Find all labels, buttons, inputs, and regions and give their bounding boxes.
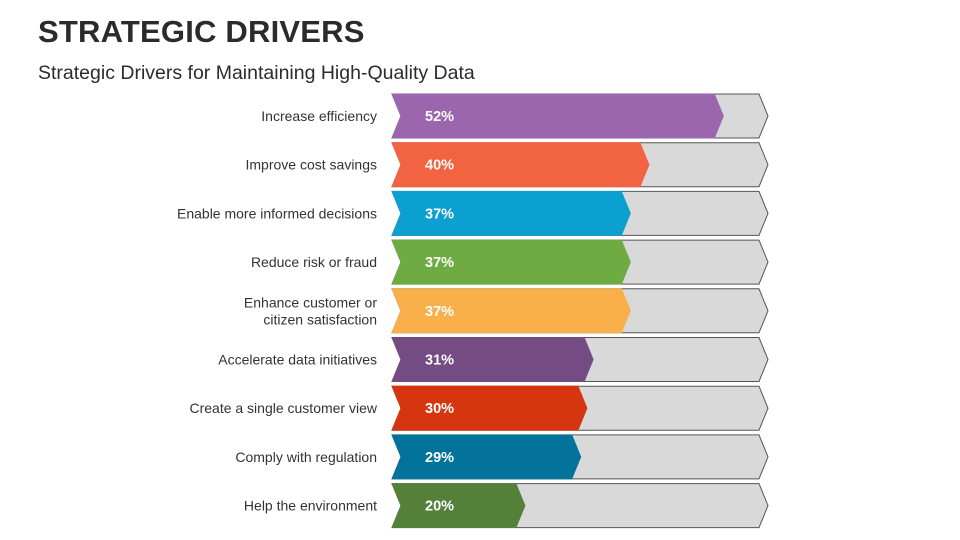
category-label: Increase efficiency [261, 108, 377, 124]
bar-value-label: 37% [425, 206, 454, 222]
bar-fill [391, 239, 631, 285]
category-label: Enable more informed decisions [177, 205, 377, 221]
bar-value-label: 40% [425, 158, 454, 174]
bar-fill [391, 142, 650, 188]
bar-fill [391, 483, 526, 528]
category-label: Improve cost savings [246, 157, 378, 173]
bar-fill [391, 93, 724, 139]
bar-value-label: 37% [425, 304, 454, 320]
page-subtitle: Strategic Drivers for Maintaining High-Q… [38, 62, 475, 84]
bar-fill [391, 288, 631, 334]
category-label: Enhance customer or [244, 294, 377, 310]
bar-value-label: 29% [425, 450, 454, 466]
category-label: Comply with regulation [235, 449, 377, 465]
bar-fill [391, 191, 631, 236]
bar-value-label: 20% [425, 499, 454, 515]
category-label: Accelerate data initiatives [218, 352, 377, 368]
category-label: Create a single customer view [189, 400, 377, 416]
bar-value-label: 52% [425, 109, 454, 125]
bar-value-label: 37% [425, 255, 454, 271]
category-label: Reduce risk or fraud [251, 254, 377, 270]
bar-fill [391, 434, 582, 480]
category-label: citizen satisfaction [263, 311, 377, 327]
bar-value-label: 30% [425, 401, 454, 417]
bar-value-label: 31% [425, 353, 454, 369]
bar-fill [391, 337, 594, 382]
bar-fill [391, 385, 588, 431]
page-title: STRATEGIC DRIVERS [38, 14, 365, 49]
category-label: Help the environment [244, 498, 377, 514]
